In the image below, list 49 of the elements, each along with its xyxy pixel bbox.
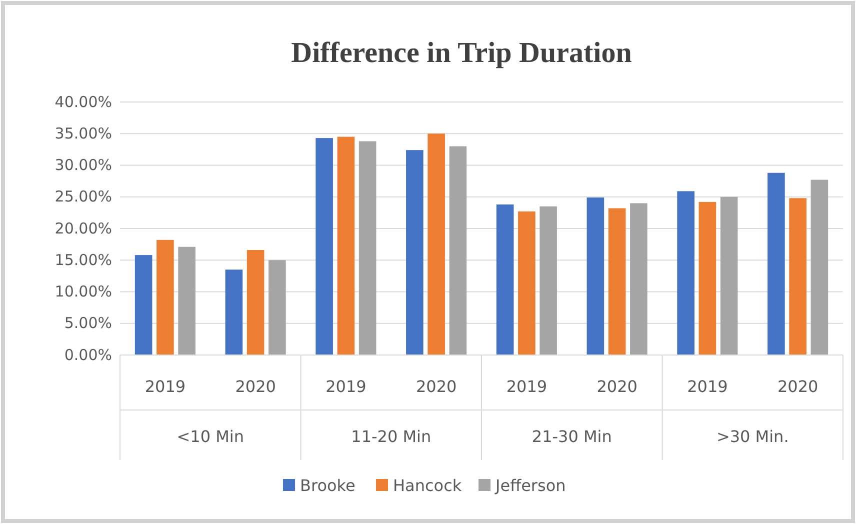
bar	[428, 134, 445, 355]
bar	[789, 198, 806, 355]
bar	[720, 196, 738, 355]
legend-label: Brooke	[300, 476, 356, 495]
x-tick-label: 2019	[144, 377, 186, 396]
bar	[810, 180, 828, 355]
bar	[768, 172, 785, 355]
bar	[630, 203, 648, 355]
bar	[406, 150, 424, 355]
bar	[586, 198, 604, 355]
y-tick-label: 10.00%	[54, 282, 112, 301]
text: <10 Min	[176, 427, 244, 446]
x-tick-label: 2020	[596, 377, 638, 396]
x-tick-label: 2019	[506, 377, 548, 396]
x-tick-label: 2019	[687, 377, 728, 396]
bar	[246, 250, 264, 355]
bar	[677, 191, 694, 355]
text: 11-20 Min	[351, 427, 432, 446]
y-tick-label: 15.00%	[54, 250, 112, 269]
y-tick-label: 5.00%	[64, 314, 112, 332]
x-tick-label: 2020	[416, 377, 457, 396]
x-tick-label: 2020	[235, 377, 276, 396]
y-tick-label: 0.00%	[64, 346, 112, 364]
bar	[449, 146, 467, 355]
y-tick-label: 30.00%	[54, 156, 112, 174]
bar	[698, 202, 716, 355]
legend-label: Hancock	[393, 476, 462, 495]
bar	[268, 260, 286, 355]
chart-title: Difference in Trip Duration	[291, 37, 632, 69]
x-tick-label: 2019	[326, 377, 366, 396]
bar	[156, 240, 174, 355]
bar	[496, 204, 514, 355]
legend-label: Jefferson	[494, 476, 566, 495]
bar	[134, 255, 152, 355]
y-tick-label: 35.00%	[54, 124, 112, 142]
bar	[178, 246, 196, 355]
bar	[518, 211, 536, 355]
text: 21-30 Min	[532, 427, 612, 446]
bar	[358, 141, 376, 355]
bar	[316, 138, 333, 355]
x-tick-label: 2020	[777, 377, 818, 396]
y-tick-label: 40.00%	[54, 92, 112, 111]
bar	[337, 136, 355, 355]
bar	[540, 206, 557, 355]
y-tick-label: 20.00%	[54, 219, 112, 238]
y-tick-label: 25.00%	[54, 188, 112, 206]
text: >30 Min.	[716, 427, 789, 446]
bar	[225, 270, 243, 355]
bar	[608, 208, 626, 355]
